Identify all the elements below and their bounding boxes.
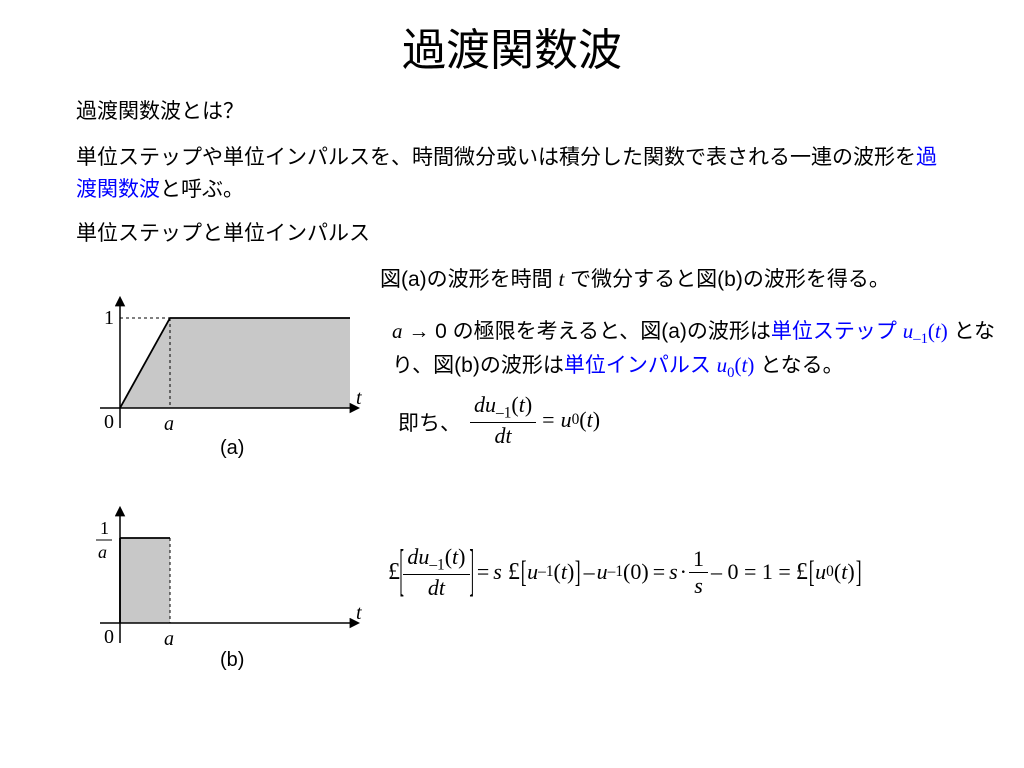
graph-b: 1 a 0 a t (b) [90,498,370,668]
equation-1: du–1(t) dt = u0(t) [470,392,600,448]
eq2-frac2: 1 s [689,546,708,598]
p5b: → 0 の極限を考えると、図(a)の波形は [403,320,771,343]
p5a: a [392,319,403,343]
p5d: u [903,319,914,343]
ga-a: a [164,413,174,435]
sokuchi-label: 即ち、 [398,408,461,440]
p5j: となる。 [754,354,843,377]
gb-t: t [356,602,362,624]
p2a: 単位ステップや単位インパルスを、時間微分或いは積分した関数で表される一連の波形を [76,146,916,169]
paragraph-q: 過渡関数波とは？ [76,96,244,128]
equation-2: £ [ du–1(t) dt ] = s £ [u–1(t)] – u–1(0)… [388,544,862,600]
ga-t: t [356,387,362,409]
slide: 過渡関数波 過渡関数波とは？ 単位ステップや単位インパルスを、時間微分或いは積分… [0,0,1024,768]
p5g: 単位インパルス [564,354,717,377]
gb-0: 0 [104,626,114,648]
eq2-frac1: du–1(t) dt [403,544,469,600]
p4b: で微分すると図(b)の波形を得る。 [564,268,890,291]
p5c: 単位ステップ [771,320,903,343]
p4a: 図(a)の波形を時間 [380,268,559,291]
p5i: (t) [735,353,755,377]
gb-y-den: a [98,542,107,562]
eq1-frac: du–1(t) dt [470,392,536,448]
p5d-sub: –1 [913,331,928,347]
gb-a: a [164,628,174,650]
p5h: u [717,353,728,377]
slide-title: 過渡関数波 [0,14,1024,78]
gb-cap: (b) [220,649,244,671]
paragraph-4: 図(a)の波形を時間 t で微分すると図(b)の波形を得る。 [380,264,1000,296]
paragraph-def: 単位ステップや単位インパルスを、時間微分或いは積分した関数で表される一連の波形を… [76,142,956,205]
p2c: と呼ぶ。 [160,178,244,201]
ga-y1: 1 [104,307,114,329]
ga-0: 0 [104,411,114,433]
paragraph-5: a → 0 の極限を考えると、図(a)の波形は単位ステップ u–1(t) となり… [392,316,1022,384]
gb-y-num: 1 [100,518,109,538]
ga-cap: (a) [220,437,244,459]
p5h-sub: 0 [727,365,734,381]
p5e: (t) [928,319,948,343]
graph-a: 1 0 a t (a) [90,288,370,458]
paragraph-3: 単位ステップと単位インパルス [76,218,370,250]
